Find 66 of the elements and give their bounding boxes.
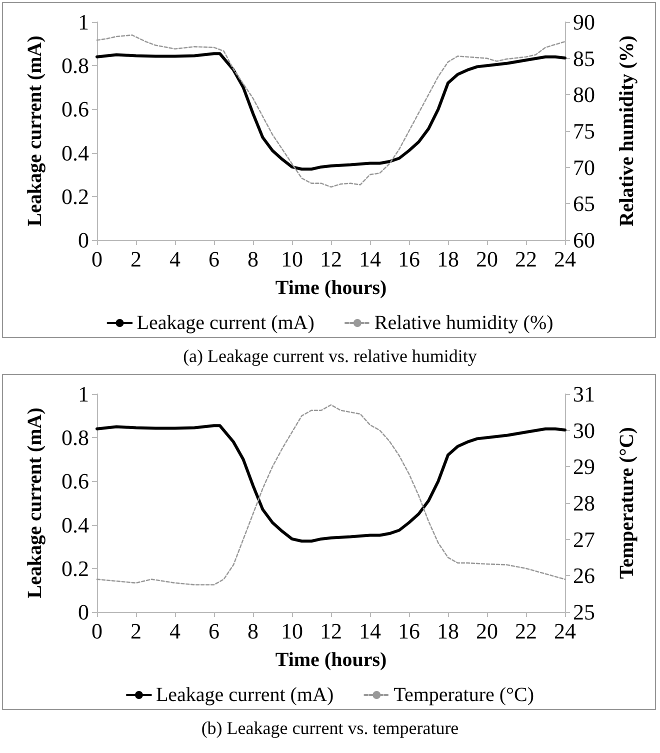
y2-tick-label: 29	[573, 454, 595, 480]
x-tick-label: 2	[130, 618, 142, 644]
y-tick-label: 0.2	[62, 184, 89, 209]
y2-tick-label: 90	[573, 10, 595, 34]
x-tick-label: 12	[320, 246, 342, 272]
x-axis-title: Time (hours)	[275, 649, 387, 671]
y-tick-label: 1	[78, 382, 89, 406]
x-tick-label: 14	[359, 246, 381, 272]
y-tick-label: 0.4	[62, 512, 89, 538]
x-tick-label: 10	[281, 246, 303, 272]
y-tick-label: 0.8	[62, 425, 89, 450]
y-tick-label: 1	[78, 10, 89, 34]
y2-tick-label: 26	[573, 563, 595, 588]
y2-tick-label: 28	[573, 490, 595, 516]
line-series	[96, 404, 566, 586]
y2-tick-label: 80	[573, 82, 595, 108]
x-tick-label: 2	[130, 246, 142, 272]
x-tick-label: 4	[170, 246, 180, 272]
x-tick-label: 16	[398, 246, 420, 272]
x-tick-label: 4	[170, 618, 180, 644]
x-tick-label: 24	[554, 246, 576, 272]
x-tick-label: 20	[476, 246, 498, 272]
x-tick-label: 18	[437, 246, 459, 272]
legend-label: Relative humidity (%)	[374, 312, 554, 334]
y2-tick-label: 25	[573, 600, 595, 624]
y-tick-label: 0.6	[62, 468, 89, 494]
y2-tick-label: 60	[573, 228, 595, 252]
x-tick-label: 10	[281, 618, 303, 644]
x-tick-label: 20	[476, 618, 498, 644]
y2-tick-label: 30	[573, 418, 595, 443]
y2-axis-title: Temperature (°C)	[616, 427, 638, 579]
line-series	[96, 34, 566, 188]
x-tick-label: 16	[398, 618, 420, 644]
y-tick-label: 0.2	[62, 556, 89, 581]
y2-tick-label: 31	[573, 382, 595, 406]
x-tick-label: 14	[359, 618, 381, 644]
x-axis-title: Time (hours)	[275, 277, 387, 299]
legend-label: Leakage current (mA)	[156, 684, 334, 706]
x-tick-label: 8	[248, 618, 258, 644]
x-tick-label: 6	[208, 618, 220, 644]
x-tick-label: 6	[208, 246, 220, 272]
y2-axis-title: Relative humidity (%)	[616, 35, 638, 227]
x-tick-label: 22	[515, 246, 537, 272]
y2-tick-label: 85	[573, 46, 595, 71]
legend-label: Leakage current (mA)	[136, 312, 314, 334]
y-tick-label: 0.6	[62, 96, 89, 122]
x-tick-label: 22	[515, 618, 537, 644]
y-tick-label: 0	[78, 228, 89, 252]
x-tick-label: 8	[248, 246, 258, 272]
y2-tick-label: 65	[573, 191, 595, 216]
x-tick-label: 24	[554, 618, 576, 644]
y-tick-label: 0	[78, 600, 89, 624]
y-tick-label: 0.8	[62, 53, 89, 78]
x-tick-label: 18	[437, 618, 459, 644]
y2-tick-label: 75	[573, 118, 595, 144]
y2-tick-label: 27	[573, 526, 595, 552]
line-series	[96, 424, 566, 543]
text: (b) Leakage current vs. temperature	[201, 718, 459, 738]
legend-label: Temperature (°C)	[394, 684, 534, 706]
y-axis-title: Leakage current (mA)	[24, 408, 46, 598]
y-tick-label: 0.4	[62, 140, 89, 166]
line-series	[96, 52, 566, 171]
y2-tick-label: 70	[573, 154, 595, 180]
x-tick-label: 12	[320, 618, 342, 644]
y-axis-title: Leakage current (mA)	[24, 36, 46, 226]
text: (a) Leakage current vs. relative humidity	[183, 346, 477, 366]
